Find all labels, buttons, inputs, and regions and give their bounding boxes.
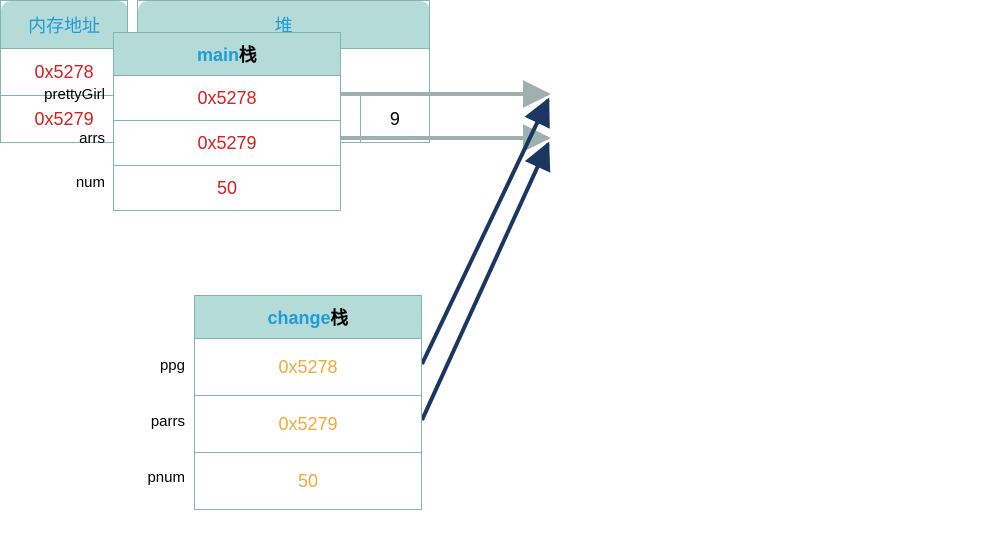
main-stack-header: main栈: [114, 33, 341, 76]
change-title-suffix: 栈: [331, 308, 349, 328]
change-stack-row-1: 0x5279: [195, 396, 422, 453]
main-stack-table: main栈 0x5278 0x5279 50: [113, 32, 341, 211]
main-title-prefix: main: [197, 45, 239, 65]
main-stack-row-2: 50: [114, 166, 341, 211]
main-stack-row-0: 0x5278: [114, 76, 341, 121]
change-label-2: pnum: [115, 469, 185, 486]
main-title-suffix: 栈: [239, 45, 257, 65]
main-label-1: arrs: [0, 130, 105, 147]
main-label-2: num: [0, 174, 105, 191]
change-title-prefix: change: [267, 308, 330, 328]
heap-addr-header: 内存地址: [1, 1, 128, 49]
heap-1-cell-3: 9: [360, 96, 429, 143]
arrow-change-1: [422, 144, 548, 420]
main-label-0: prettyGirl: [0, 86, 105, 103]
main-stack-row-1: 0x5279: [114, 121, 341, 166]
change-stack-header: change栈: [195, 296, 422, 339]
change-label-0: ppg: [115, 357, 185, 374]
change-stack-row-2: 50: [195, 453, 422, 510]
change-stack-table: change栈 0x5278 0x5279 50: [194, 295, 422, 510]
change-label-1: parrs: [115, 413, 185, 430]
change-stack-row-0: 0x5278: [195, 339, 422, 396]
arrow-change-0: [422, 100, 548, 364]
